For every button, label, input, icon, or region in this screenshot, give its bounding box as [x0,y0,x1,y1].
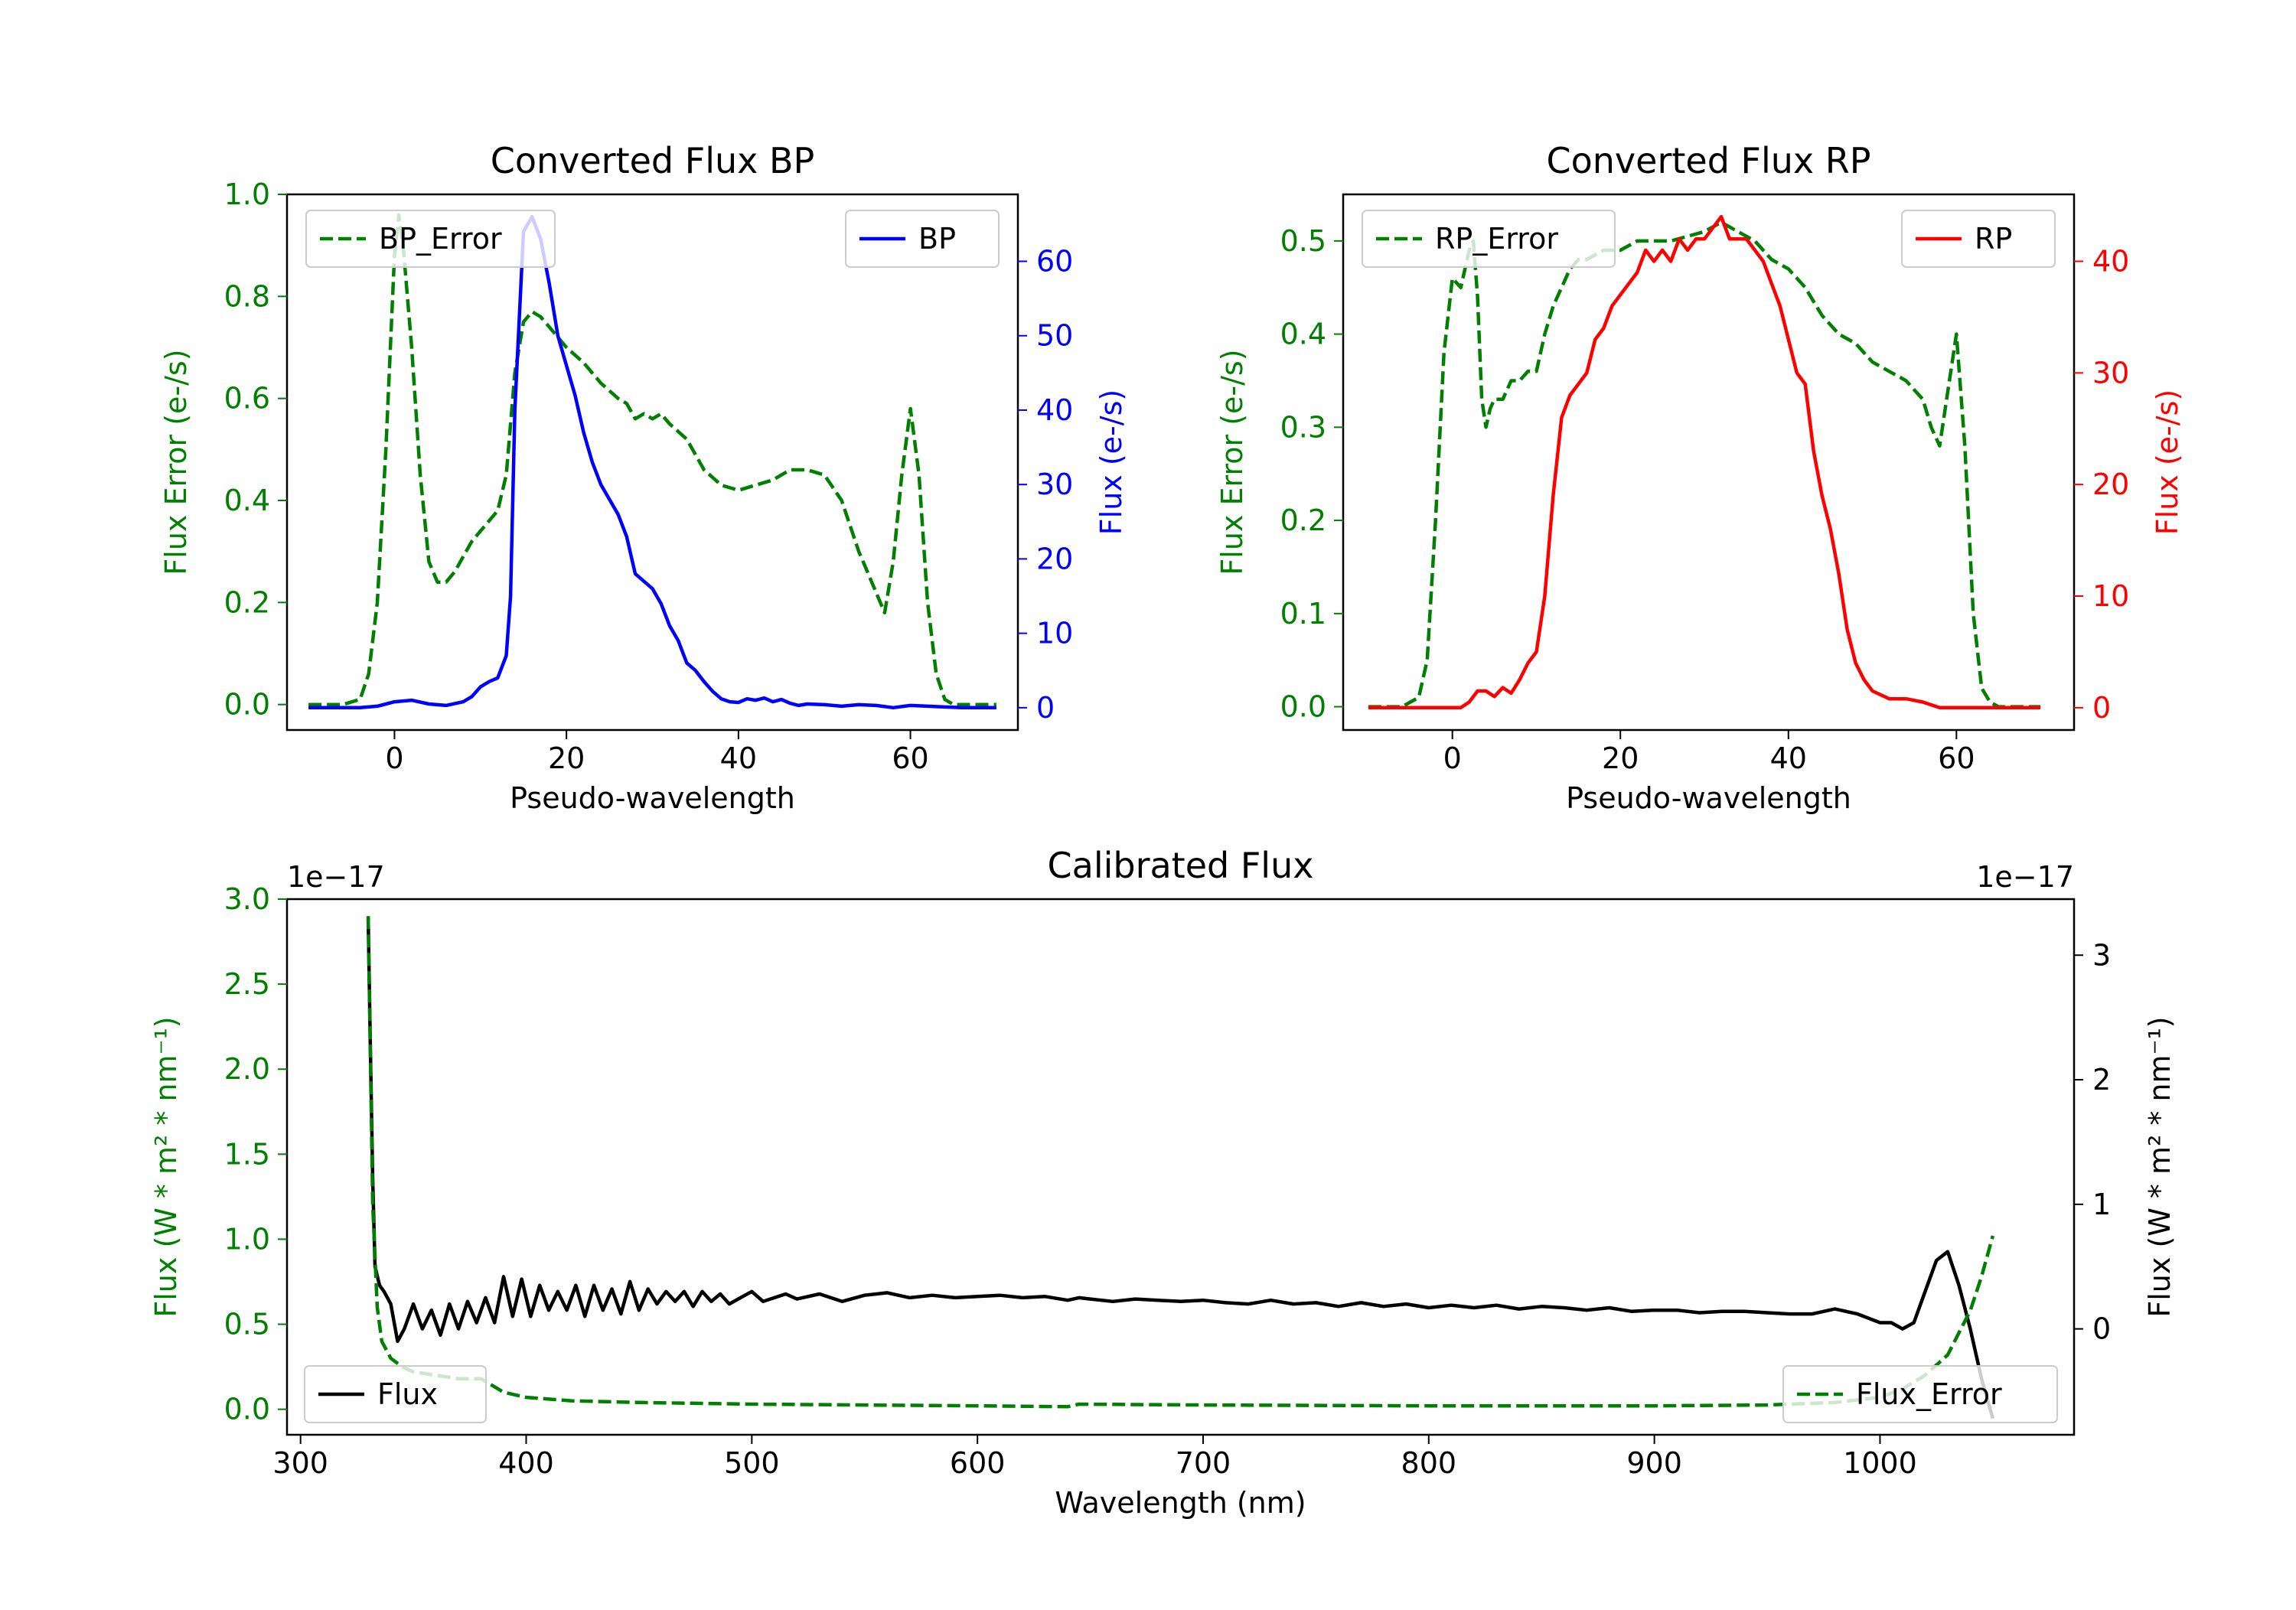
cal-y-right-tick-label: 1 [2092,1188,2111,1221]
cal-x-tick-label: 700 [1176,1446,1231,1480]
rp-x-tick-label: 40 [1770,741,1807,775]
cal-y-left-tick-label: 1.5 [224,1137,270,1171]
rp-legend-right-box [1901,210,2056,268]
cal-x-tick-label: 1000 [1843,1446,1917,1480]
rp-title: Converted Flux RP [1547,140,1871,181]
rp-y-left-tick-label: 0.4 [1280,318,1326,351]
rp-y-left-tick-label: 0.0 [1280,690,1326,724]
cal-plot-frame [285,898,2076,1436]
rp-y-left-tick-label: 0.2 [1280,504,1326,537]
bp-x-axis-label: Pseudo-wavelength [510,781,795,815]
rp-legend-left-label: RP_Error [1435,222,1558,256]
bp-y-left-tick-label: 0.6 [224,382,270,416]
rp-x-tick-label: 0 [1443,741,1462,775]
bp-y-right-axis-label: Flux (e-/s) [1094,389,1128,535]
rp-y-left-tick-label: 0.5 [1280,224,1326,258]
bp-x-tick-label: 20 [548,741,585,775]
bp-legend-left-label: BP_Error [379,222,502,256]
bp-y-right-tick-label: 50 [1036,319,1073,353]
bp-title: Converted Flux BP [491,140,815,181]
rp-legend-left-box [1362,210,1616,268]
bp-x-tick-label: 40 [720,741,757,775]
cal-y-right-axis-label: Flux (W * m² * nm⁻¹) [2143,1016,2177,1317]
rp-y-right-tick-label: 0 [2092,691,2111,725]
bp-y-right-tick-label: 10 [1036,617,1073,650]
rp-y-left-tick-label: 0.1 [1280,597,1326,631]
cal-y-left-offset-label: 1e−17 [287,860,385,894]
cal-legend-right-box [1782,1365,2058,1423]
rp-y-right-axis-label: Flux (e-/s) [2151,389,2184,535]
bp-y-left-tick-label: 0.4 [224,484,270,517]
rp-y-right-tick-label: 10 [2092,579,2129,613]
cal-x-tick-label: 300 [272,1446,328,1480]
bp-y-right-tick-label: 60 [1036,245,1073,279]
bp-series-bp-line [308,214,996,710]
cal-y-left-tick-label: 3.0 [224,882,270,916]
bp-x-tick-label: 60 [892,741,928,775]
bp-y-right-tick-label: 40 [1036,393,1073,427]
rp-x-axis-label: Pseudo-wavelength [1566,781,1851,815]
rp-series-rp-line [1368,214,2041,710]
cal-x-tick-label: 500 [724,1446,780,1480]
bp-y-left-tick-label: 1.0 [224,178,270,211]
cal-x-tick-label: 600 [950,1446,1006,1480]
cal-y-right-tick-label: 2 [2092,1063,2111,1097]
cal-y-right-tick-label: 3 [2092,938,2111,972]
bp-y-left-axis-label: Flux Error (e-/s) [159,349,193,575]
cal-x-tick-label: 400 [498,1446,554,1480]
bp-x-tick-label: 0 [385,741,403,775]
cal-y-left-tick-label: 0.0 [224,1393,270,1426]
cal-y-left-axis-label: Flux (W * m² * nm⁻¹) [149,1016,183,1317]
bp-legend-right-box [845,210,1000,268]
cal-y-left-tick-label: 2.0 [224,1052,270,1086]
bp-y-right-tick-label: 30 [1036,468,1073,501]
rp-x-tick-label: 60 [1938,741,1975,775]
bp-legend-right-label: BP [918,222,956,256]
cal-y-left-tick-label: 2.5 [224,967,270,1001]
cal-title: Calibrated Flux [1048,845,1314,886]
cal-x-tick-label: 900 [1626,1446,1682,1480]
bp-y-right-tick-label: 20 [1036,542,1073,575]
bp-plot-frame [285,193,1019,732]
cal-y-right-offset-label: 1e−17 [1976,860,2074,894]
bp-legend-left-box [305,210,556,268]
rp-y-right-tick-label: 30 [2092,356,2129,389]
cal-legend-left-box [304,1365,487,1423]
cal-x-tick-label: 800 [1401,1446,1457,1480]
rp-y-left-tick-label: 0.3 [1280,410,1326,444]
cal-x-axis-label: Wavelength (nm) [1055,1486,1306,1520]
bp-y-left-tick-label: 0.8 [224,279,270,313]
bp-y-right-tick-label: 0 [1036,691,1055,725]
rp-plot-frame [1342,193,2076,732]
bp-y-left-tick-label: 0.2 [224,585,270,619]
bp-y-left-tick-label: 0.0 [224,688,270,722]
cal-legend-right-label: Flux_Error [1856,1377,2002,1411]
bp-series-bp-error-line [308,213,996,706]
rp-y-right-tick-label: 20 [2092,468,2129,501]
cal-y-left-tick-label: 0.5 [224,1308,270,1341]
cal-series-flux-line [366,917,1995,1419]
cal-y-right-tick-label: 0 [2092,1312,2111,1346]
rp-legend-right-label: RP [1975,222,2012,256]
cal-y-left-tick-label: 1.0 [224,1222,270,1256]
rp-x-tick-label: 20 [1602,741,1639,775]
rp-y-right-tick-label: 40 [2092,245,2129,279]
cal-legend-left-label: Flux [377,1377,438,1411]
rp-y-left-axis-label: Flux Error (e-/s) [1215,349,1249,575]
